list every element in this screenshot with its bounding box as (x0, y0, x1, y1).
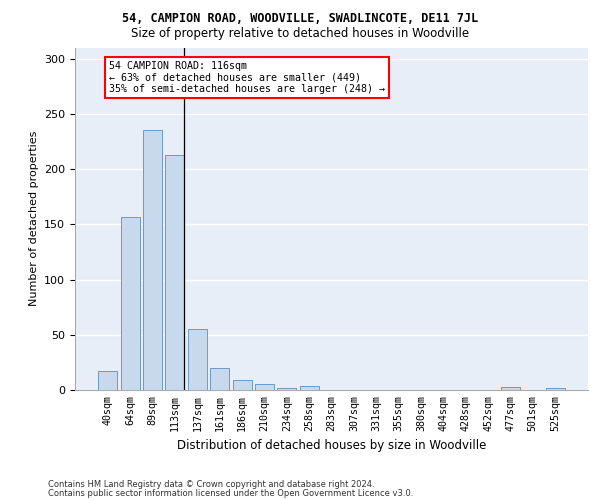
Bar (121, 216, 140, 390)
Text: 54 CAMPION ROAD: 116sqm
← 63% of detached houses are smaller (449)
35% of semi-d: 54 CAMPION ROAD: 116sqm ← 63% of detache… (109, 61, 385, 94)
Bar (501, 386, 520, 390)
X-axis label: Distribution of detached houses by size in Woodville: Distribution of detached houses by size … (177, 439, 486, 452)
Bar (188, 329, 207, 390)
Bar (210, 368, 229, 390)
Text: Size of property relative to detached houses in Woodville: Size of property relative to detached ho… (131, 28, 469, 40)
Text: Contains HM Land Registry data © Crown copyright and database right 2024.: Contains HM Land Registry data © Crown c… (48, 480, 374, 489)
Bar (299, 386, 319, 390)
Bar (166, 154, 184, 390)
Y-axis label: Number of detached properties: Number of detached properties (29, 131, 38, 306)
Text: Contains public sector information licensed under the Open Government Licence v3: Contains public sector information licen… (48, 488, 413, 498)
Bar (255, 384, 274, 390)
Bar (545, 388, 565, 390)
Bar (233, 380, 251, 390)
Text: 54, CAMPION ROAD, WOODVILLE, SWADLINCOTE, DE11 7JL: 54, CAMPION ROAD, WOODVILLE, SWADLINCOTE… (122, 12, 478, 26)
Bar (277, 388, 296, 390)
Bar (143, 130, 162, 390)
Bar (98, 371, 118, 390)
